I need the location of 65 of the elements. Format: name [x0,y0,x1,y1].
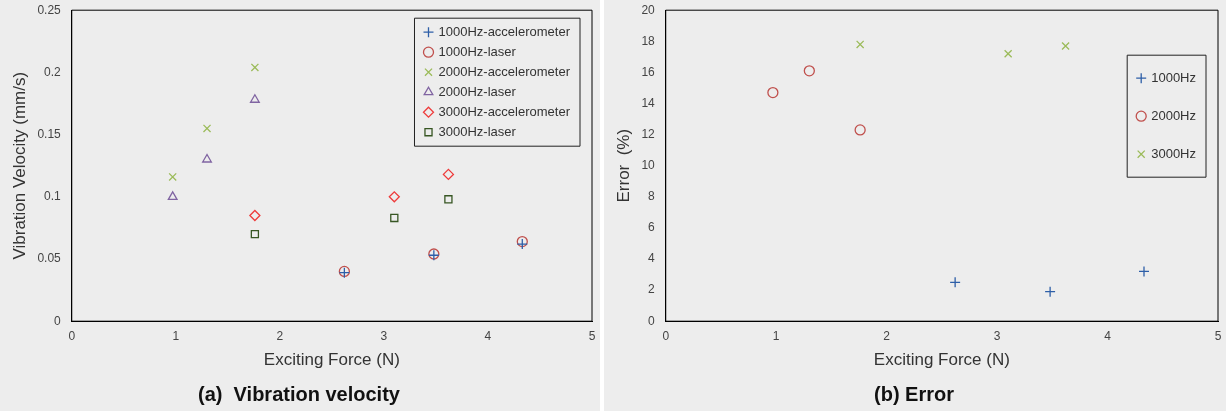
y-tick-label: 0.05 [37,251,62,266]
point [167,191,178,200]
legend-label: 2000Hz-accelerometer [438,63,571,79]
point [442,168,455,181]
point [1138,265,1150,278]
y-tick-label: 0.15 [37,126,62,141]
point [202,153,212,163]
legend-label: 1000Hz-laser [438,43,517,59]
point [1061,41,1070,51]
x-axis-title: Exciting Force (N) [873,350,1010,370]
legend-label: 1000Hz [1151,69,1196,85]
point [168,172,177,182]
point [803,65,815,77]
y-tick-label: 0 [648,313,656,328]
legend-label: 1000Hz-accelerometer [438,23,571,39]
x-tick-label: 2 [883,328,891,343]
point [249,209,261,222]
y-tick-label: 10 [641,158,656,173]
point [390,213,399,223]
point [250,229,260,239]
point [250,63,260,72]
text: (b) Error [874,382,955,405]
text: (a) Vibration velocity [198,382,401,405]
x-tick-label: 3 [380,328,388,343]
point [249,94,260,103]
x-tick-label: 0 [68,328,76,343]
y-tick-label: 0.25 [37,2,62,17]
y-tick-label: 16 [641,64,656,79]
x-axis-title: Exciting Force (N) [263,350,400,370]
y-axis-title: Vibration Velocity (mm/s) [9,71,29,260]
y-tick-label: 20 [641,2,656,17]
x-tick-label: 5 [588,328,596,343]
y-tick-label: 0 [54,313,62,328]
y-tick-label: 0.2 [44,64,62,79]
x-tick-label: 4 [484,328,492,343]
y-axis-title: Error (%) [613,128,633,203]
y-tick-label: 12 [641,126,656,141]
point [767,86,779,99]
y-tick-label: 8 [648,189,656,204]
x-tick-label: 2 [276,328,284,343]
y-tick-label: 14 [641,95,656,110]
y-tick-label: 0.1 [44,189,62,204]
x-tick-label: 1 [772,328,780,343]
y-tick-label: 2 [648,282,656,297]
y-tick-label: 6 [648,220,656,235]
point [1003,49,1013,58]
x-tick-label: 0 [662,328,670,343]
x-tick-label: 5 [1214,328,1222,343]
x-tick-label: 3 [993,328,1001,343]
point [202,124,212,133]
point [854,124,866,136]
point [388,191,400,203]
y-tick-label: 18 [641,33,656,48]
point [1044,286,1056,298]
y-tick-label: 4 [648,251,656,266]
legend-label: 2000Hz-laser [438,83,517,99]
point [855,40,865,49]
legend-label: 3000Hz-accelerometer [438,103,571,119]
legend-label: 2000Hz [1151,107,1196,123]
x-tick-label: 1 [172,328,180,343]
x-tick-label: 4 [1104,328,1112,343]
point [444,195,453,204]
point [949,276,961,288]
legend-label: 3000Hz [1151,145,1196,161]
legend-label: 3000Hz-laser [438,123,517,139]
